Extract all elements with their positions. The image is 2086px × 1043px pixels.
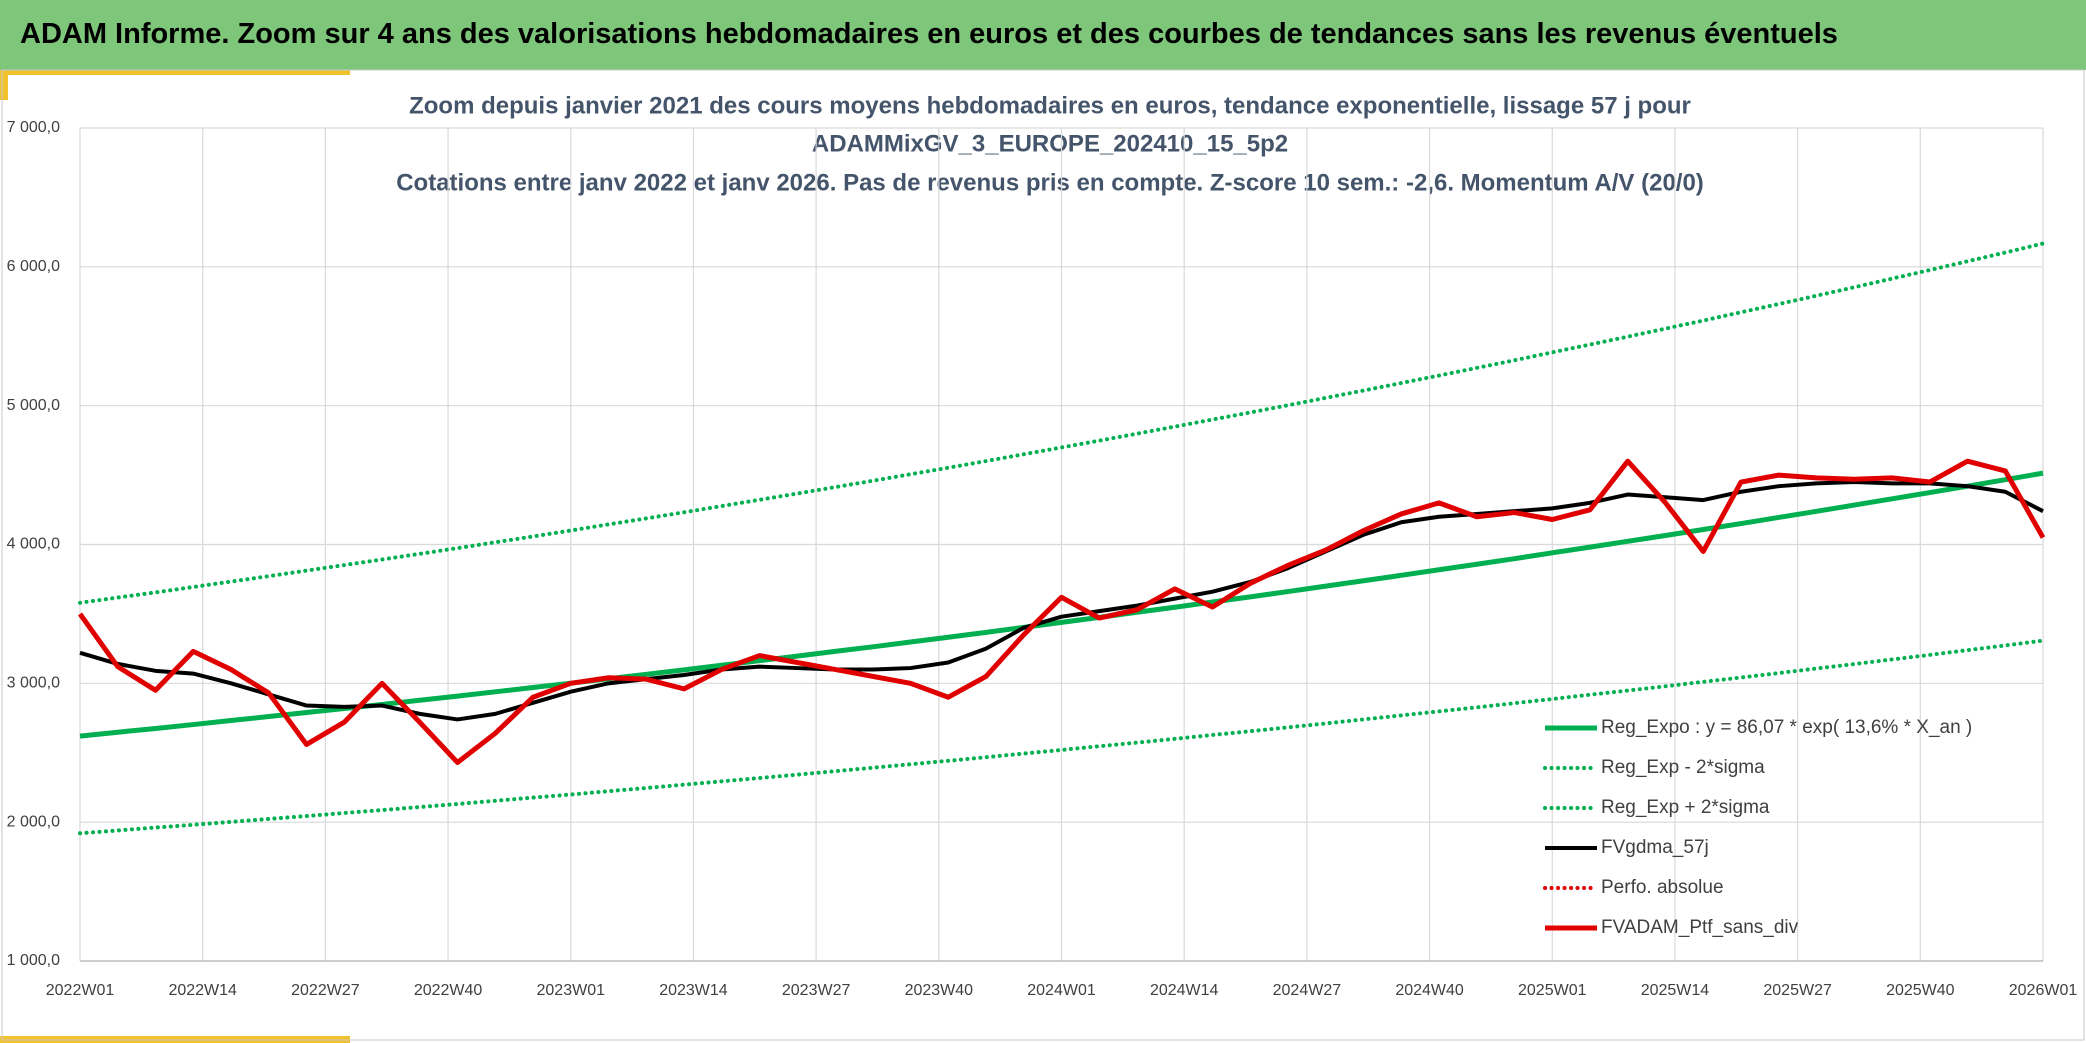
- frame: [1, 69, 2085, 1041]
- x-tick-label: 2023W14: [659, 982, 728, 999]
- x-tick-label: 2024W14: [1150, 982, 1219, 999]
- series-line: [77, 458, 2046, 765]
- x-tick-label: 2025W14: [1641, 982, 1710, 999]
- chart-title: Zoom depuis janvier 2021 des cours moyen…: [409, 92, 1691, 119]
- y-tick-label: 1 000,0: [7, 952, 60, 969]
- y-tick-label: 2 000,0: [7, 813, 60, 830]
- x-tick-label: 2023W40: [905, 982, 974, 999]
- x-tick-label: 2023W27: [782, 982, 851, 999]
- y-tick-label: 4 000,0: [7, 536, 60, 553]
- series-line: [78, 241, 2045, 605]
- series-line: [78, 638, 2045, 836]
- x-tick-label: 2024W40: [1395, 982, 1464, 999]
- accent: [0, 70, 350, 75]
- x-tick-label: 2023W01: [537, 982, 606, 999]
- header-title: ADAM Informe. Zoom sur 4 ans des valoris…: [20, 18, 1838, 50]
- x-tick-label: 2026W01: [2009, 982, 2078, 999]
- x-tick-label: 2022W01: [46, 982, 115, 999]
- y-tick-label: 6 000,0: [7, 258, 60, 275]
- x-tick-label: 2022W40: [414, 982, 483, 999]
- legend-label: Reg_Exp - 2*sigma: [1601, 757, 1765, 778]
- legend-label: Reg_Expo : y = 86,07 * exp( 13,6% * X_an…: [1601, 717, 1972, 738]
- y-tick-label: 7 000,0: [7, 119, 60, 136]
- x-tick-label: 2025W40: [1886, 982, 1955, 999]
- chart-title: Cotations entre janv 2022 et janv 2026. …: [396, 169, 1704, 196]
- x-tick-label: 2025W27: [1763, 982, 1832, 999]
- legend-label: FVgdma_57j: [1601, 837, 1709, 858]
- x-tick-label: 2024W01: [1027, 982, 1096, 999]
- x-tick-label: 2022W14: [168, 982, 237, 999]
- accent: [0, 70, 8, 100]
- x-tick-label: 2024W27: [1273, 982, 1342, 999]
- y-tick-label: 3 000,0: [7, 675, 60, 692]
- x-tick-label: 2022W27: [291, 982, 360, 999]
- x-tick-label: 2025W01: [1518, 982, 1587, 999]
- chart-title: ADAMMixGV_3_EUROPE_202410_15_5p2: [812, 130, 1288, 157]
- legend-label: FVADAM_Ptf_sans_div: [1601, 917, 1799, 938]
- legend-label: Reg_Exp + 2*sigma: [1601, 797, 1770, 818]
- header-band: ADAM Informe. Zoom sur 4 ans des valoris…: [0, 0, 2086, 70]
- legend-label: Perfo. absolue: [1601, 877, 1724, 898]
- y-tick-label: 5 000,0: [7, 397, 60, 414]
